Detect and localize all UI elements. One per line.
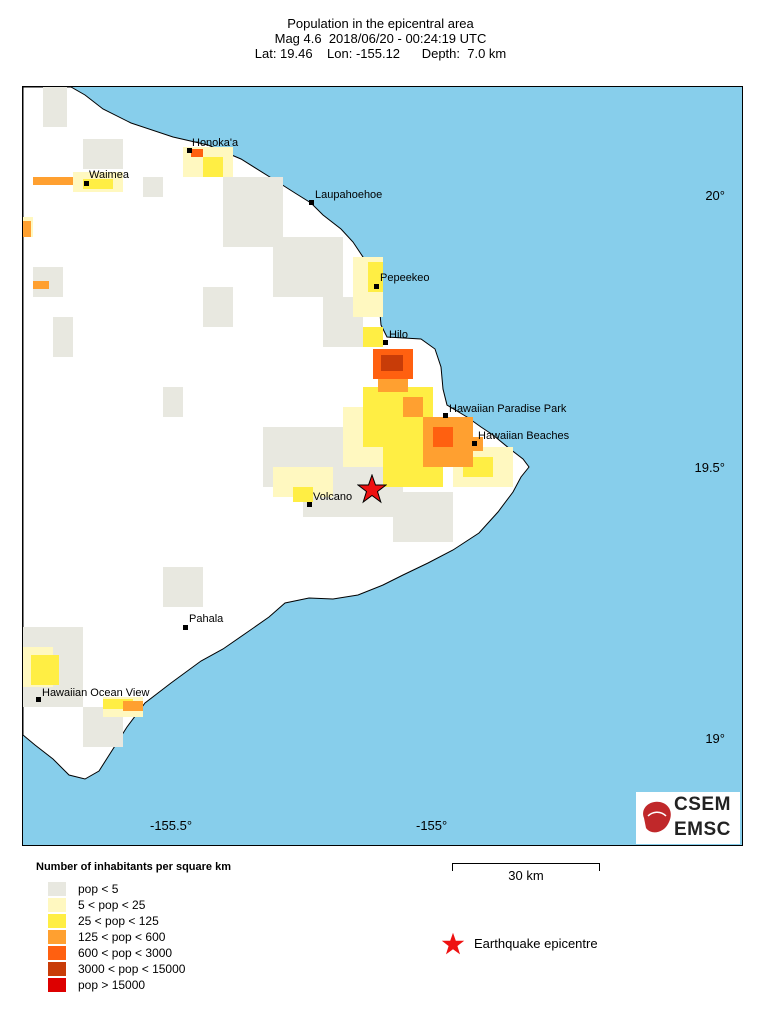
legend-label: 3000 < pop < 15000 <box>78 962 186 976</box>
place-label-laupahoehoe: Laupahoehoe <box>315 189 383 201</box>
place-label-hawaiian-ocean-view: Hawaiian Ocean View <box>42 687 150 699</box>
x-tick-label: -155.5° <box>150 818 193 833</box>
y-tick-label: 20° <box>705 188 725 203</box>
legend-swatch <box>48 978 66 992</box>
volcano-marker <box>307 502 312 507</box>
hawaiian-paradise-park-marker <box>443 413 448 418</box>
y-tick-label: 19.5° <box>694 460 725 475</box>
y-tick-label: 19° <box>705 731 725 746</box>
place-label-honokaa: Honoka'a <box>192 137 239 149</box>
europe-map-icon <box>643 801 671 833</box>
scale-label: 30 km <box>508 868 544 883</box>
legend-title: Number of inhabitants per square km <box>36 861 231 873</box>
map-title: Population in the epicentral area Mag 4.… <box>0 16 761 61</box>
legend-swatch <box>48 946 66 960</box>
title-line-3: Lat: 19.46 Lon: -155.12 Depth: 7.0 km <box>254 46 507 61</box>
legend-swatch <box>48 962 66 976</box>
place-label-hilo: Hilo <box>389 329 408 341</box>
scale-bar <box>452 863 600 871</box>
legend-label: 25 < pop < 125 <box>78 914 159 928</box>
legend-label: 5 < pop < 25 <box>78 898 146 912</box>
pahala-marker <box>183 625 188 630</box>
title-line-2: Mag 4.6 2018/06/20 - 00:24:19 UTC <box>274 31 487 46</box>
hawaiian-ocean-view-marker <box>36 697 41 702</box>
csem-emsc-logo: CSEM EMSC <box>636 792 740 844</box>
map-area[interactable] <box>22 86 743 846</box>
hawaiian-beaches-marker <box>472 441 477 446</box>
place-label-hawaiian-paradise-park: Hawaiian Paradise Park <box>449 403 567 415</box>
place-label-volcano: Volcano <box>313 491 353 503</box>
waimea-marker <box>84 181 89 186</box>
laupahoehoe-marker <box>309 200 314 205</box>
epicenter-star-icon[interactable] <box>357 474 387 504</box>
place-label-waimea: Waimea <box>89 169 129 181</box>
x-tick-label: -155° <box>416 818 448 833</box>
logo-line-2: EMSC <box>674 819 731 840</box>
epicentre-legend-label: Earthquake epicentre <box>474 936 598 951</box>
epicentre-legend-icon <box>441 932 465 955</box>
place-label-pepeekeo: Pepeekeo <box>380 272 430 284</box>
pepeekeo-marker <box>374 284 379 289</box>
legend-label: pop > 15000 <box>78 978 146 992</box>
legend-swatch <box>48 898 66 912</box>
population-density-layer <box>23 87 513 747</box>
logo-line-1: CSEM <box>674 794 731 815</box>
legend-swatch <box>48 930 66 944</box>
place-label-pahala: Pahala <box>189 613 224 625</box>
legend-label: 125 < pop < 600 <box>78 930 166 944</box>
legend-label: pop < 5 <box>78 882 119 896</box>
title-line-1: Population in the epicentral area <box>287 16 474 31</box>
honokaa-marker <box>187 148 192 153</box>
legend-label: 600 < pop < 3000 <box>78 946 173 960</box>
legend-swatch <box>48 882 66 896</box>
hilo-marker <box>383 340 388 345</box>
legend-swatch <box>48 914 66 928</box>
place-label-hawaiian-beaches: Hawaiian Beaches <box>478 430 570 442</box>
map-svg <box>23 87 530 780</box>
